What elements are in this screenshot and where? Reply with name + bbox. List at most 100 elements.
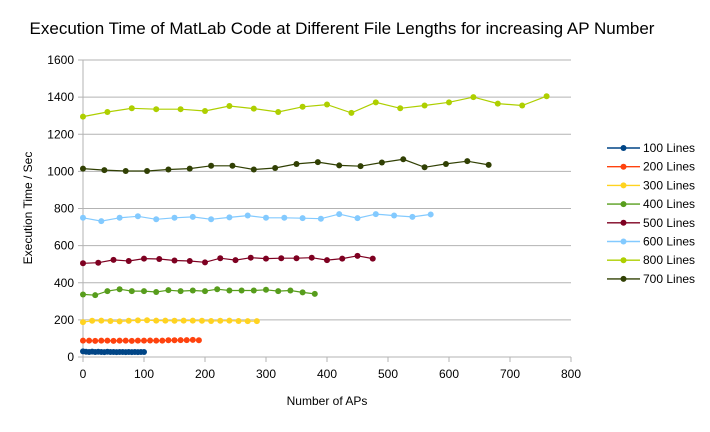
legend-swatch-marker (620, 163, 627, 170)
data-point (244, 318, 251, 325)
data-point (189, 336, 196, 343)
data-point (293, 255, 300, 262)
legend-swatch-marker (620, 219, 627, 226)
series-800-lines (80, 93, 550, 120)
data-point (311, 290, 318, 297)
data-point (250, 287, 257, 294)
y-tick-label: 200 (54, 313, 74, 327)
legend-label: 100 Lines (643, 141, 695, 155)
data-point (92, 292, 99, 299)
data-point (110, 337, 117, 344)
data-point (238, 287, 245, 294)
legend-swatch-marker (620, 238, 627, 245)
data-point (122, 337, 129, 344)
data-point (354, 215, 361, 222)
data-point (125, 258, 132, 265)
data-point (348, 109, 355, 116)
x-tick-label: 800 (561, 367, 581, 381)
data-point (116, 318, 123, 325)
data-point (125, 317, 132, 324)
data-point (226, 317, 233, 324)
data-point (165, 337, 172, 344)
data-point (202, 288, 208, 295)
data-point (543, 93, 550, 100)
data-point (314, 159, 321, 166)
data-point (308, 254, 315, 261)
data-point (324, 101, 330, 108)
series-line (82, 158, 489, 172)
data-point (369, 255, 376, 262)
x-tick-label: 700 (500, 367, 520, 381)
data-point (263, 286, 269, 293)
data-point (122, 168, 129, 175)
legend-label: 300 Lines (643, 178, 695, 192)
data-point (147, 337, 154, 344)
data-point (80, 113, 86, 120)
data-point (470, 94, 477, 101)
data-point (391, 212, 398, 219)
data-point (177, 106, 184, 113)
data-point (189, 213, 196, 220)
data-point (372, 99, 379, 106)
data-point (89, 317, 96, 324)
data-point (171, 337, 178, 344)
legend-label: 200 Lines (643, 160, 695, 174)
data-point (177, 337, 184, 344)
data-point (144, 317, 151, 324)
data-point (253, 318, 260, 325)
data-point (153, 337, 160, 344)
legend-label: 600 Lines (643, 235, 695, 249)
data-point (153, 289, 160, 296)
data-point (214, 286, 221, 293)
data-point (92, 337, 99, 344)
data-point (141, 255, 147, 262)
data-point (141, 288, 147, 295)
data-point (263, 214, 269, 221)
series-line (82, 95, 547, 118)
data-point (128, 105, 135, 112)
data-point (442, 160, 449, 167)
y-axis-label: Execution Time / Sec (21, 152, 35, 265)
y-tick-label: 1200 (47, 127, 74, 141)
data-point (165, 166, 172, 173)
data-point (494, 100, 501, 107)
data-point (134, 213, 141, 220)
data-point (134, 317, 141, 324)
data-point (186, 258, 193, 265)
data-point (128, 337, 135, 344)
data-point (397, 105, 404, 112)
data-point (101, 167, 108, 174)
legend-swatch-marker (620, 201, 627, 208)
data-point (299, 215, 306, 222)
series-line (82, 213, 431, 222)
y-tick-label: 1400 (47, 90, 74, 104)
data-point (80, 319, 86, 326)
legend-label: 500 Lines (643, 216, 695, 230)
y-tick-label: 600 (54, 239, 74, 253)
legend-swatch-marker (620, 182, 627, 189)
data-point (98, 337, 105, 344)
data-point (229, 162, 236, 169)
data-point (104, 108, 111, 115)
data-point (232, 257, 239, 264)
data-point (107, 317, 114, 324)
data-point (80, 214, 86, 221)
data-point (372, 211, 379, 218)
data-point (421, 102, 428, 109)
data-point (226, 287, 233, 294)
data-point (180, 317, 187, 324)
data-point (339, 255, 346, 262)
data-point (165, 287, 172, 294)
legend-swatch-marker (620, 145, 627, 151)
data-point (134, 337, 141, 344)
data-point (183, 337, 190, 344)
data-point (141, 348, 147, 355)
data-point (263, 255, 269, 262)
data-point (299, 289, 306, 296)
data-point (189, 317, 196, 324)
data-point (217, 255, 224, 262)
series-100-lines (80, 348, 147, 356)
y-tick-label: 800 (54, 202, 74, 216)
x-tick-label: 400 (317, 367, 337, 381)
